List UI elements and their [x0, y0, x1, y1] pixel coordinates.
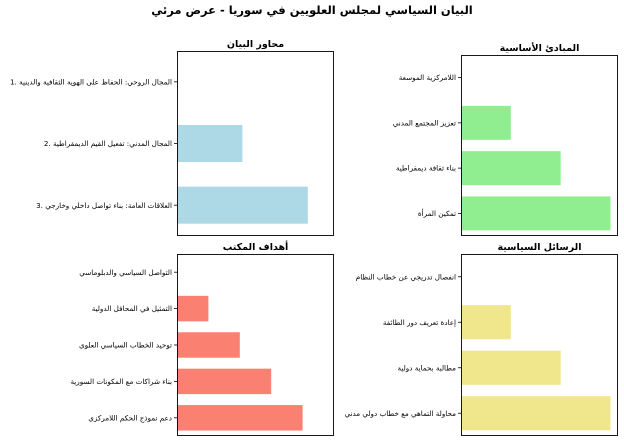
panel-title: الرسائل السياسية [498, 242, 582, 253]
axes-frame [461, 55, 618, 236]
bar [461, 196, 611, 231]
bar [177, 405, 303, 431]
y-tick-label: 2. المجال المدني: تفعيل القيم الديمقراطي… [44, 139, 172, 148]
bar [461, 305, 511, 340]
y-tick-label: بناء شراكات مع المكونات السورية [70, 377, 172, 386]
y-tick-label: مطالبة بحماية دولية [398, 363, 457, 372]
y-tick-label: التواصل السياسي والدبلوماسي [79, 268, 172, 277]
axes-frame [461, 254, 618, 436]
panel-axes-themes: 1. المجال الروحي: الحفاظ على الهوية الثق… [10, 39, 334, 236]
bar [177, 295, 209, 322]
y-tick-label: اللامركزية الموسعة [399, 73, 456, 82]
panel-title: أهداف المكتب [223, 240, 289, 253]
y-tick-label: التمثيل في المحافل الدولية [92, 304, 172, 313]
figure-title: البيان السياسي لمجلس العلويين في سوريا -… [151, 3, 472, 18]
bar [177, 332, 240, 358]
axes-frame [177, 254, 334, 436]
bar [461, 350, 561, 385]
y-tick-label: تمكين المرأة [418, 208, 456, 218]
bar [177, 186, 308, 224]
y-tick-label: تعزيز المجتمع المدني [393, 118, 456, 127]
panel-office-goals: التواصل السياسي والدبلوماسي التمثيل في ال… [70, 240, 334, 436]
panel-title: محاور البيان [227, 39, 284, 50]
y-tick-label: إعادة تعريف دور الطائفة [383, 318, 456, 327]
y-tick-label: بناء ثقافة ديمقراطية [396, 164, 456, 173]
y-tick-label: توحيد الخطاب السياسي العلوي [79, 341, 172, 350]
axes-frame [177, 51, 334, 236]
y-tick-label: دعم نموذج الحكم اللامركزي [88, 413, 172, 422]
bar [461, 151, 561, 186]
panel-core-principles: اللامركزية الموسعة تعزيز المجتمع المدني بن… [393, 42, 618, 236]
bar [461, 105, 511, 140]
y-tick-label: 1. المجال الروحي: الحفاظ على الهوية الثق… [10, 77, 172, 86]
panel-title: المبادئ الأساسية [500, 42, 580, 54]
panel-political-messages: انفصال تدريجي عن خطاب النظام إعادة تعريف … [344, 242, 618, 436]
bar [461, 396, 611, 431]
y-tick-label: محاولة التماهي مع خطاب دولي مدني [344, 409, 456, 418]
bar [177, 368, 272, 395]
y-tick-label: 3. العلاقات العامة: بناء تواصل داخلي وخا… [36, 201, 172, 210]
y-tick-label: انفصال تدريجي عن خطاب النظام [356, 272, 456, 281]
bar [177, 125, 243, 162]
